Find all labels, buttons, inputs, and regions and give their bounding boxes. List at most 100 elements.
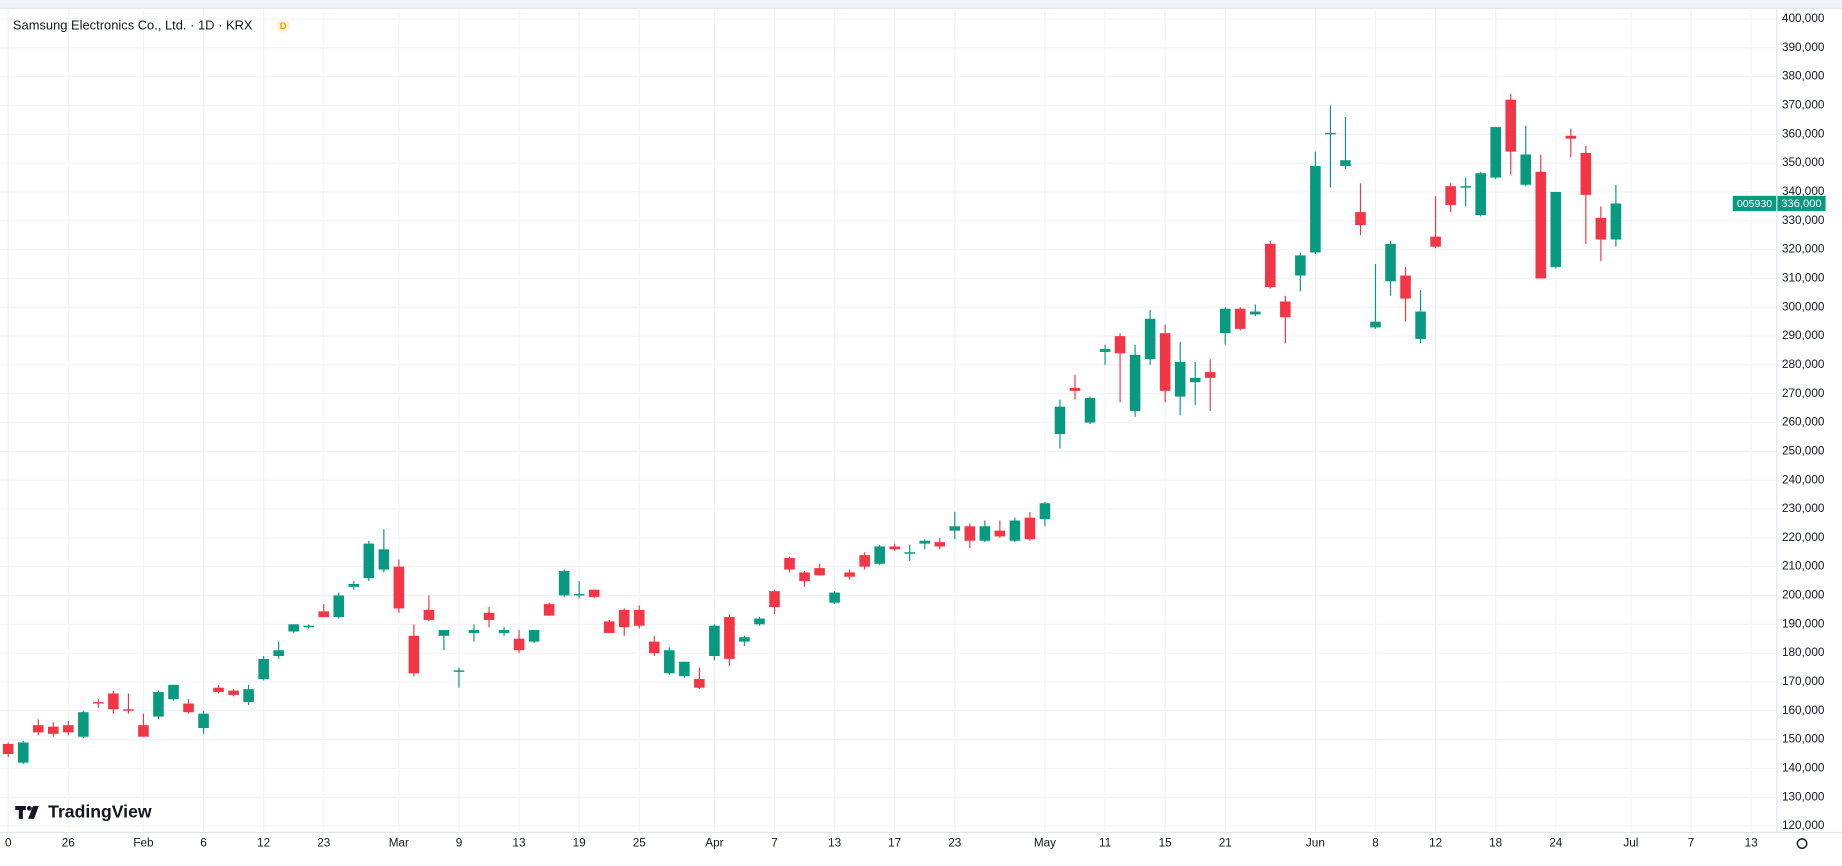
- candle-body: [498, 630, 510, 633]
- x-tick-label: 15: [1159, 837, 1173, 850]
- candle-body: [1340, 160, 1351, 167]
- y-tick-label: 120,000: [1782, 819, 1825, 832]
- candle-body: [1144, 318, 1156, 360]
- candle-body: [378, 549, 390, 570]
- candle-body: [138, 725, 149, 737]
- candle-body: [1084, 398, 1096, 423]
- candle-body: [1445, 186, 1456, 205]
- y-tick-label: 290,000: [1782, 329, 1825, 342]
- x-tick-label: 7: [771, 837, 778, 850]
- candle-body: [979, 526, 991, 541]
- candle-body: [709, 625, 720, 657]
- y-tick-label: 220,000: [1782, 531, 1825, 544]
- candle-body: [468, 630, 480, 633]
- y-tick-label: 260,000: [1782, 416, 1825, 429]
- last-price-label: 336,000: [1781, 198, 1821, 210]
- candle-body: [1159, 333, 1171, 391]
- x-tick-label: Jun: [1306, 837, 1325, 850]
- candle-body: [63, 725, 74, 733]
- candle-body: [363, 543, 375, 579]
- chart-title: Samsung Electronics Co., Ltd. · 1D · KRX: [13, 17, 253, 32]
- candle-body: [1490, 127, 1501, 178]
- candle-body: [32, 725, 44, 733]
- x-tick-label: 11: [1099, 837, 1111, 850]
- candle-body: [889, 546, 900, 550]
- candle-body: [2, 743, 14, 755]
- candle-body: [1430, 236, 1441, 247]
- candle-body: [1325, 132, 1336, 135]
- candle-body: [949, 526, 961, 531]
- logo: TradingView: [15, 802, 152, 822]
- candle-body: [258, 658, 269, 680]
- x-tick-label: 0: [5, 837, 12, 850]
- x-tick-label: 13: [513, 837, 527, 850]
- candle-body: [573, 594, 585, 596]
- candle-body: [1415, 311, 1426, 339]
- candle-body: [1295, 255, 1306, 276]
- x-tick-label: 26: [62, 837, 76, 850]
- candle-body: [1505, 99, 1517, 152]
- candle-body: [273, 650, 284, 657]
- x-tick-label: 9: [456, 837, 463, 850]
- candle-body: [829, 592, 840, 603]
- grid: [0, 9, 1777, 832]
- candle-body: [664, 650, 675, 674]
- x-tick-label: 19: [573, 837, 586, 850]
- y-tick-label: 320,000: [1782, 243, 1825, 256]
- candle-body: [1114, 336, 1126, 354]
- candle-body: [93, 702, 104, 704]
- candle-body: [1129, 354, 1141, 412]
- y-tick-label: 280,000: [1782, 358, 1825, 371]
- y-tick-label: 390,000: [1782, 41, 1825, 54]
- candle-body: [228, 690, 239, 695]
- candle-body: [724, 617, 735, 659]
- y-tick-label: 150,000: [1782, 733, 1825, 746]
- y-tick-label: 360,000: [1782, 127, 1825, 140]
- x-tick-label: 23: [948, 837, 962, 850]
- candle-body: [618, 609, 630, 628]
- y-tick-label: 350,000: [1782, 156, 1825, 169]
- candle-body: [633, 609, 645, 626]
- candle-body: [288, 624, 299, 632]
- candle-body: [1234, 308, 1246, 329]
- x-tick-label: 7: [1688, 837, 1695, 850]
- x-tick-label: Mar: [389, 837, 409, 850]
- y-tick-label: 200,000: [1782, 589, 1825, 602]
- logo-shape: [18, 805, 23, 819]
- candle-body: [423, 609, 435, 620]
- top-bar: [0, 0, 1842, 9]
- x-tick-label: Feb: [133, 837, 154, 850]
- candle-body: [17, 742, 29, 763]
- candle-body: [934, 542, 946, 547]
- candle-body: [1565, 135, 1577, 139]
- candle-body: [1550, 191, 1562, 267]
- candle-body: [1280, 301, 1291, 318]
- x-tick-label: 6: [200, 837, 207, 850]
- candle-body: [48, 726, 59, 734]
- y-tick-label: 190,000: [1782, 617, 1825, 630]
- y-tick-label: 300,000: [1782, 300, 1825, 313]
- candle-body: [799, 572, 810, 582]
- logo-shape: [27, 805, 32, 811]
- candle-body: [649, 641, 660, 654]
- candles: [2, 93, 1622, 765]
- settings-icon[interactable]: [1796, 838, 1808, 849]
- candle-body: [393, 566, 405, 609]
- candle-body: [1039, 503, 1051, 520]
- candle-body: [1595, 217, 1607, 240]
- x-tick-label: 8: [1372, 837, 1379, 850]
- candle-body: [1370, 321, 1381, 328]
- y-tick-label: 180,000: [1782, 646, 1825, 659]
- y-tick-label: 130,000: [1782, 790, 1825, 803]
- symbol-label: 005930: [1737, 198, 1772, 210]
- candle-body: [213, 687, 224, 693]
- candle-body: [123, 709, 134, 711]
- x-tick-label: 21: [1219, 837, 1232, 850]
- candle-body: [874, 546, 885, 564]
- candle-body: [513, 638, 525, 651]
- candle-body: [408, 635, 420, 674]
- y-tick-label: 270,000: [1782, 387, 1825, 400]
- candle-body: [333, 595, 345, 618]
